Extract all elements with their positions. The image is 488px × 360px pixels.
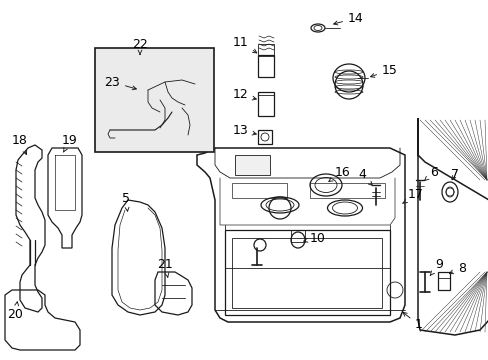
Text: 7: 7 <box>450 168 458 181</box>
Text: 12: 12 <box>232 89 256 102</box>
Text: 14: 14 <box>333 12 363 25</box>
Bar <box>258 55 273 77</box>
Text: 21: 21 <box>157 258 173 277</box>
Text: 10: 10 <box>303 231 325 244</box>
Text: 8: 8 <box>448 261 465 274</box>
Text: 6: 6 <box>424 166 437 180</box>
Bar <box>258 44 273 56</box>
Text: 4: 4 <box>357 168 371 185</box>
Bar <box>258 92 273 116</box>
Text: 9: 9 <box>429 258 442 275</box>
Bar <box>231 183 286 198</box>
Text: 13: 13 <box>232 123 256 136</box>
Text: 17: 17 <box>402 189 423 203</box>
Bar <box>258 130 271 144</box>
Bar <box>309 183 384 198</box>
Bar <box>224 230 389 315</box>
Text: 19: 19 <box>62 134 78 152</box>
Bar <box>231 238 381 308</box>
Text: 22: 22 <box>132 39 147 54</box>
FancyBboxPatch shape <box>95 48 214 152</box>
Polygon shape <box>235 155 269 175</box>
Text: 1: 1 <box>402 312 422 332</box>
Text: 20: 20 <box>7 302 23 321</box>
Text: 5: 5 <box>122 192 130 211</box>
Text: 11: 11 <box>232 36 256 53</box>
Text: 16: 16 <box>328 166 350 181</box>
Bar <box>437 272 449 290</box>
Bar <box>290 230 305 242</box>
Text: 18: 18 <box>12 134 28 154</box>
Text: 15: 15 <box>370 63 397 77</box>
Text: 23: 23 <box>104 76 136 90</box>
